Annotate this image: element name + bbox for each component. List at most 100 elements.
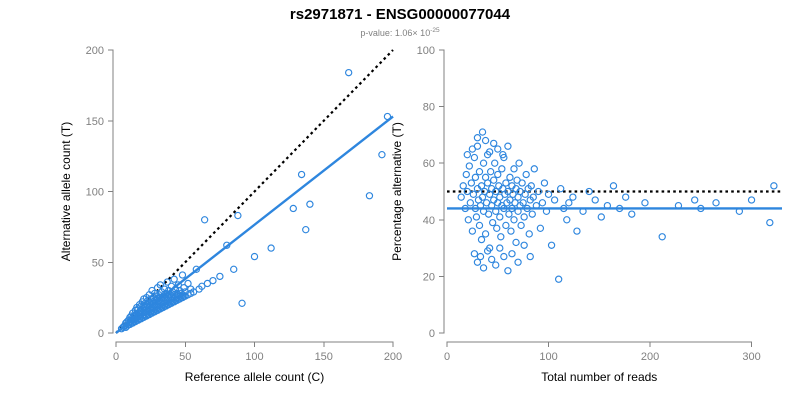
- data-point: [459, 182, 467, 190]
- right-panel-y-tick-label: 60: [423, 158, 435, 170]
- data-point: [569, 193, 577, 201]
- data-point: [481, 230, 490, 238]
- data-point: [470, 153, 479, 162]
- left-panel-x-tick-label: 0: [113, 351, 119, 363]
- data-point: [609, 182, 618, 190]
- data-point: [502, 221, 510, 230]
- data-point: [540, 179, 549, 187]
- data-point: [500, 252, 508, 261]
- data-point: [463, 151, 471, 159]
- left-panel-x-axis-title: Reference allele count (C): [185, 370, 324, 384]
- data-point: [479, 159, 488, 167]
- data-point: [184, 279, 192, 288]
- data-point: [490, 176, 498, 184]
- data-point: [766, 218, 774, 227]
- right-panel-x-axis-line: [446, 341, 753, 347]
- data-point: [500, 204, 508, 213]
- data-point: [504, 142, 512, 150]
- data-point: [628, 210, 636, 218]
- data-point: [267, 244, 275, 252]
- data-point: [476, 252, 485, 261]
- data-point: [289, 204, 297, 213]
- data-point: [216, 272, 224, 281]
- data-point: [519, 199, 527, 207]
- left-panel-points: [117, 68, 392, 333]
- data-point: [504, 267, 512, 275]
- left-panel-y-tick-label: 100: [86, 187, 104, 199]
- data-point: [250, 252, 259, 261]
- data-point: [200, 216, 209, 224]
- left-panel-y-tick-label: 0: [98, 328, 104, 340]
- data-point: [466, 199, 475, 207]
- data-point: [465, 162, 474, 170]
- left-panel-x-tick-label: 50: [179, 351, 191, 363]
- data-point: [532, 201, 541, 210]
- data-point: [573, 227, 581, 235]
- data-point: [486, 168, 495, 176]
- data-point: [468, 227, 477, 235]
- data-point: [483, 179, 492, 187]
- data-point: [515, 159, 523, 167]
- right-panel-y-axis-title: Percentage alternative (T): [390, 122, 404, 261]
- figure-title: rs2971871 - ENSG00000077044: [290, 6, 511, 23]
- left-panel-y-tick-label: 200: [86, 45, 104, 57]
- data-point: [469, 190, 478, 199]
- figure-header: rs2971871 - ENSG00000077044 p-value: 1.06…: [290, 6, 511, 38]
- data-point: [554, 275, 563, 283]
- pvalue-exponent: -25: [430, 27, 440, 34]
- data-point: [484, 210, 493, 218]
- data-point: [536, 224, 545, 232]
- pvalue-base: p-value: 1.06× 10: [360, 28, 430, 38]
- data-point: [494, 145, 502, 153]
- data-point: [493, 224, 501, 232]
- data-point: [457, 193, 465, 201]
- right-panel-points: [457, 128, 778, 283]
- data-point: [498, 165, 506, 173]
- data-point: [475, 168, 484, 176]
- data-point: [514, 258, 522, 266]
- data-point: [542, 207, 551, 215]
- data-point: [461, 204, 469, 213]
- right-panel: 0 20 40 60 80 100 0 100 200 300 Total number of re…: [390, 45, 782, 384]
- right-panel-x-tick-label: 200: [641, 351, 659, 363]
- data-point: [180, 284, 188, 292]
- data-point: [378, 151, 386, 159]
- data-point: [489, 218, 497, 227]
- left-panel-x-tick-label: 200: [384, 351, 402, 363]
- right-panel-y-tick-label: 100: [417, 45, 435, 57]
- data-point: [462, 170, 470, 179]
- data-point: [297, 170, 306, 179]
- data-point: [615, 204, 624, 213]
- data-point: [735, 207, 744, 215]
- data-point: [530, 165, 538, 173]
- right-panel-x-tick-label: 100: [539, 351, 557, 363]
- data-point: [658, 233, 666, 241]
- data-point: [697, 204, 705, 213]
- left-panel-x-tick-label: 100: [245, 351, 263, 363]
- data-point: [494, 170, 502, 179]
- data-point: [520, 213, 528, 221]
- data-point: [209, 276, 217, 285]
- data-point: [156, 281, 164, 289]
- data-point: [468, 145, 477, 153]
- data-point: [770, 182, 778, 190]
- right-panel-y-tick-label: 0: [429, 328, 435, 340]
- data-point: [477, 182, 486, 190]
- data-point: [712, 199, 720, 207]
- data-point: [383, 112, 392, 121]
- data-point: [223, 241, 231, 249]
- data-point: [492, 207, 500, 215]
- data-point: [747, 196, 756, 204]
- data-point: [306, 200, 314, 208]
- data-point: [496, 244, 504, 252]
- left-panel-y-axis-title: Alternative allele count (T): [59, 122, 73, 261]
- right-panel-x-axis-title: Total number of reads: [541, 370, 657, 384]
- data-point: [479, 264, 488, 272]
- data-point: [473, 134, 482, 142]
- data-point: [547, 241, 556, 249]
- left-panel-y-tick-label: 150: [86, 116, 104, 128]
- data-point: [160, 285, 169, 293]
- data-point: [170, 275, 178, 283]
- data-point: [525, 230, 533, 238]
